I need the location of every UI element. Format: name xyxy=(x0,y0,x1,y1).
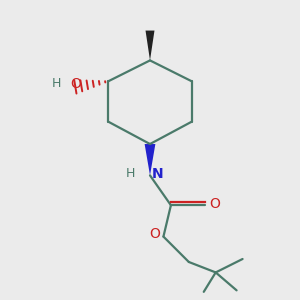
Text: O: O xyxy=(209,197,220,211)
Text: O: O xyxy=(149,227,160,241)
Polygon shape xyxy=(145,144,155,176)
Text: H: H xyxy=(126,167,135,180)
Polygon shape xyxy=(146,31,154,60)
Text: H: H xyxy=(51,77,61,90)
Text: O: O xyxy=(70,77,81,91)
Text: N: N xyxy=(152,167,163,181)
